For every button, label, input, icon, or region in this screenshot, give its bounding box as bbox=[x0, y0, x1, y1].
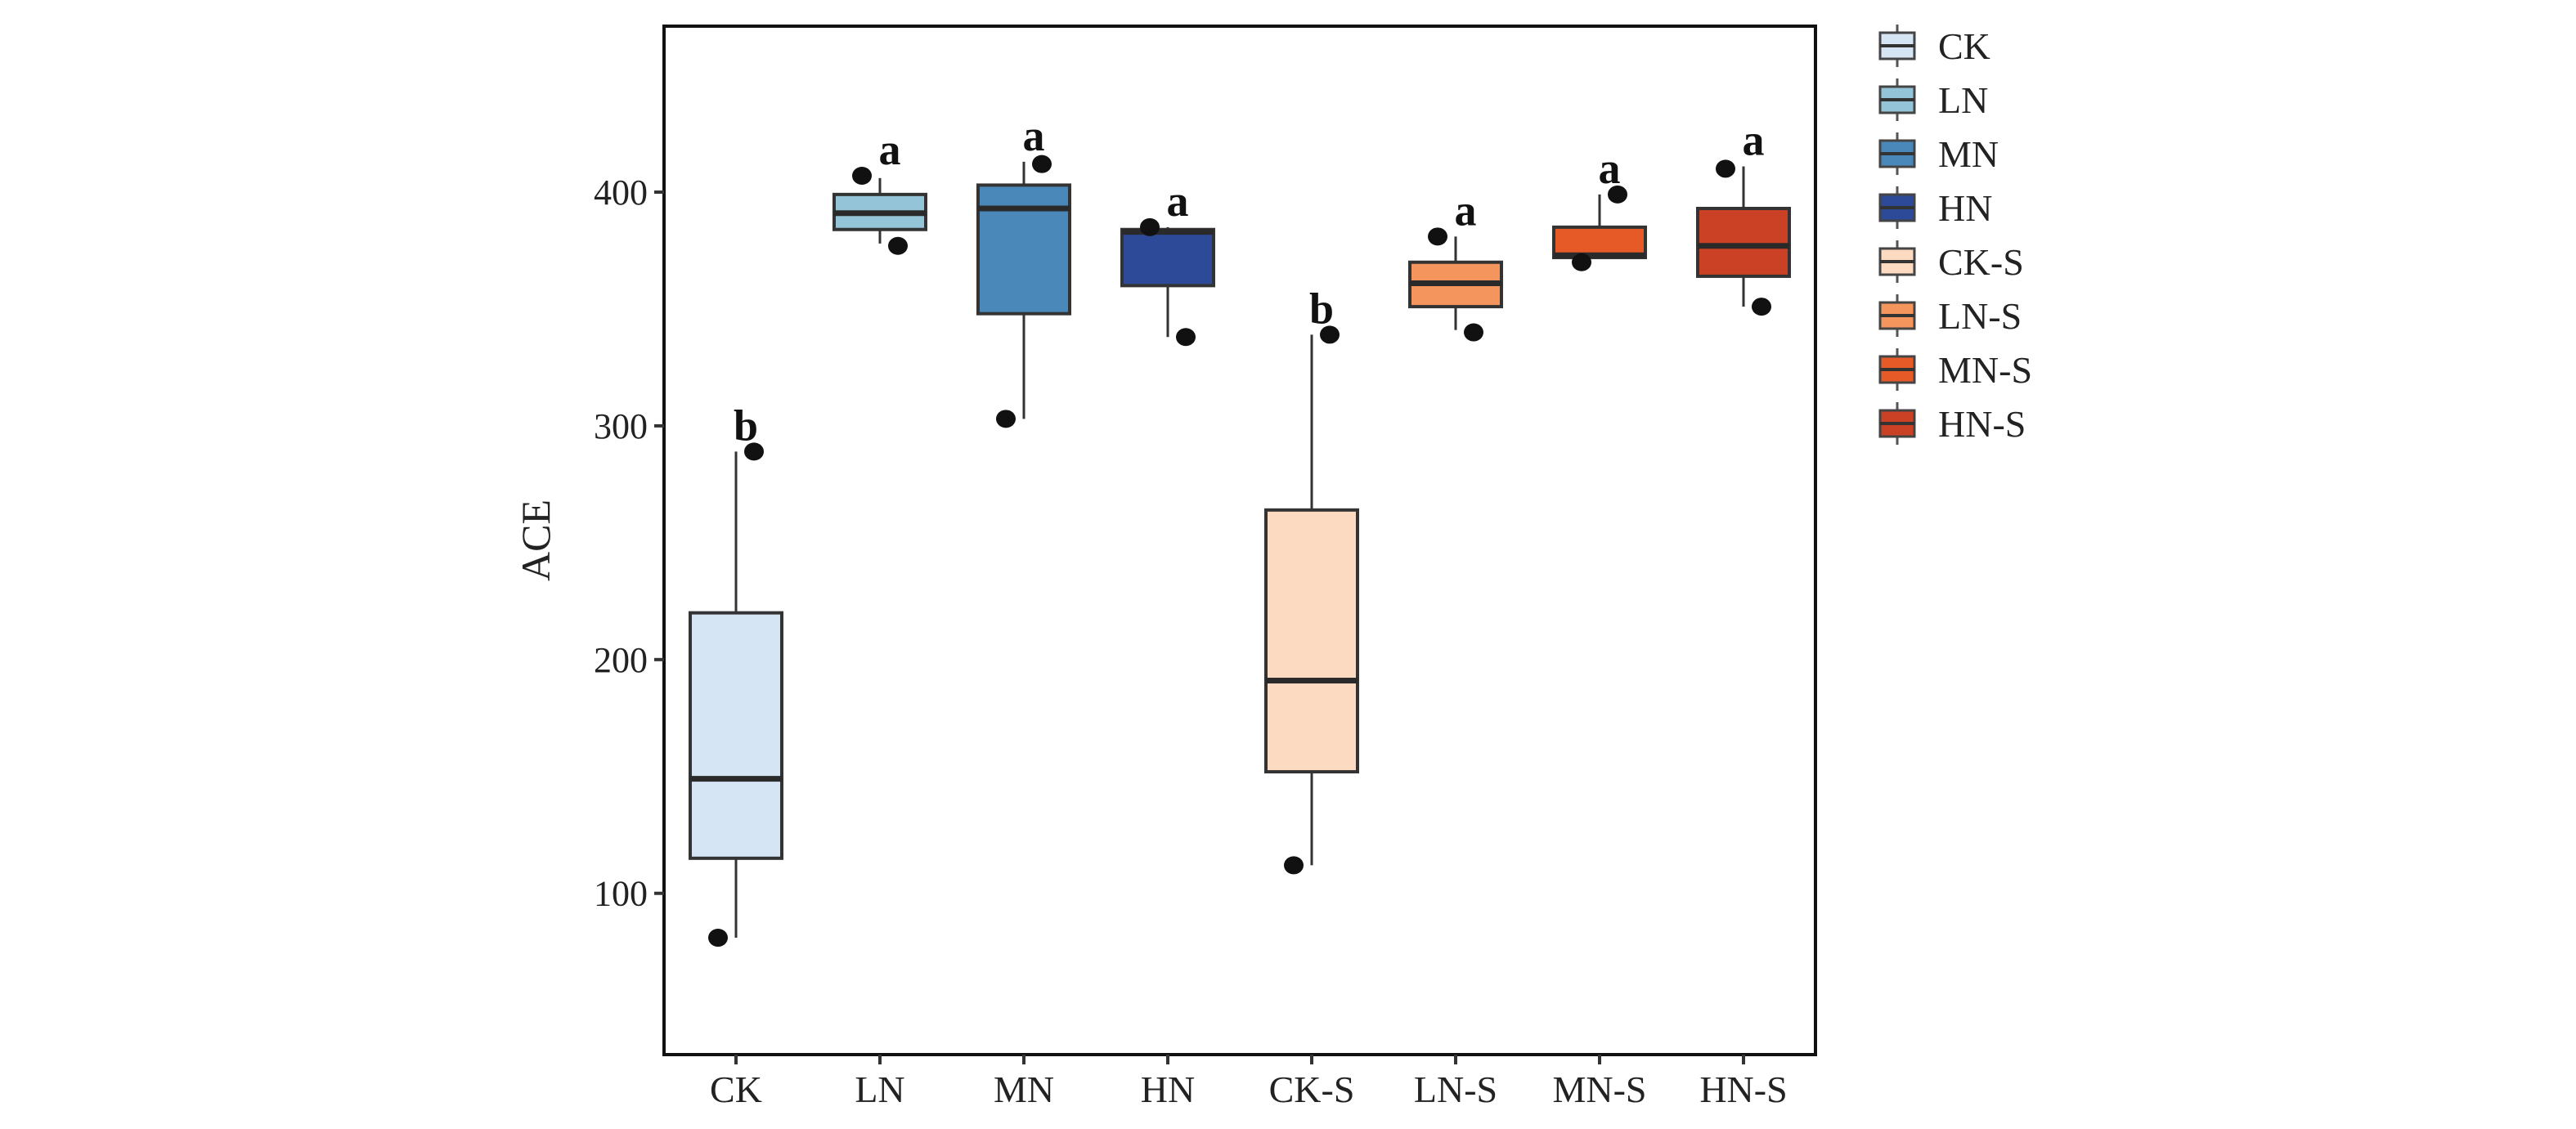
data-point bbox=[852, 166, 872, 185]
box-ln: a bbox=[832, 125, 927, 255]
x-tick-label: HN-S bbox=[1699, 1069, 1787, 1110]
legend-label: LN bbox=[1938, 79, 1988, 121]
box-iqr bbox=[689, 611, 783, 860]
box-hn: a bbox=[1120, 177, 1215, 347]
plot-frame bbox=[662, 25, 1817, 1056]
y-axis-label: ACE bbox=[513, 500, 559, 581]
legend-item-hn: HN bbox=[1878, 186, 1992, 229]
legend-label: HN-S bbox=[1938, 403, 2026, 445]
box-iqr bbox=[1120, 227, 1215, 288]
significance-letter: b bbox=[1309, 284, 1334, 333]
box-hn-s: a bbox=[1696, 116, 1791, 316]
x-tick-label: CK-S bbox=[1269, 1069, 1355, 1110]
data-point bbox=[1140, 217, 1160, 236]
legend-item-mn-s: MN-S bbox=[1878, 348, 2032, 391]
data-point bbox=[708, 929, 728, 948]
significance-letter: a bbox=[1743, 116, 1765, 165]
x-tick-label: HN bbox=[1141, 1069, 1195, 1110]
legend-label: HN bbox=[1938, 187, 1992, 229]
data-point bbox=[888, 236, 908, 255]
legend-label: MN-S bbox=[1938, 349, 2032, 391]
data-point bbox=[744, 442, 764, 461]
data-point bbox=[1428, 227, 1447, 246]
box-mn-s: a bbox=[1552, 144, 1647, 271]
box-iqr bbox=[1696, 207, 1791, 278]
legend-item-ln: LN bbox=[1878, 78, 1988, 121]
legend-label: LN-S bbox=[1938, 295, 2022, 337]
legend-label: CK-S bbox=[1938, 241, 2024, 283]
box-ck-s: b bbox=[1264, 284, 1359, 875]
significance-letter: a bbox=[1023, 111, 1045, 160]
y-tick-label: 400 bbox=[594, 172, 648, 213]
x-tick-label: MN-S bbox=[1552, 1069, 1646, 1110]
legend-label: MN bbox=[1938, 133, 1999, 175]
data-point bbox=[1752, 298, 1771, 316]
y-tick-label: 300 bbox=[594, 406, 648, 446]
data-point bbox=[1176, 328, 1196, 347]
data-point bbox=[1032, 155, 1052, 173]
legend-item-ck-s: CK-S bbox=[1878, 240, 2024, 283]
significance-letter: a bbox=[1167, 177, 1189, 226]
data-point bbox=[1464, 323, 1483, 342]
significance-letter: a bbox=[879, 125, 901, 174]
x-tick-label: MN bbox=[994, 1069, 1054, 1110]
box-iqr bbox=[1264, 508, 1359, 774]
significance-letter: b bbox=[734, 401, 758, 450]
x-tick-label: LN-S bbox=[1414, 1069, 1497, 1110]
data-point bbox=[1608, 185, 1627, 204]
data-point bbox=[1284, 856, 1304, 875]
legend-item-hn-s: HN-S bbox=[1878, 402, 2026, 445]
significance-letter: a bbox=[1455, 186, 1477, 235]
data-point bbox=[1716, 159, 1735, 178]
y-tick-label: 200 bbox=[594, 640, 648, 680]
y-tick-label: 100 bbox=[594, 874, 648, 914]
data-point bbox=[1320, 325, 1340, 344]
significance-letter: a bbox=[1599, 144, 1621, 193]
data-point bbox=[996, 410, 1016, 428]
data-point bbox=[1572, 253, 1591, 271]
x-tick-label: CK bbox=[710, 1069, 762, 1110]
box-ck: b bbox=[689, 401, 783, 948]
box-iqr bbox=[976, 183, 1071, 316]
legend-item-ck: CK bbox=[1878, 25, 1990, 67]
legend-item-ln-s: LN-S bbox=[1878, 294, 2022, 337]
box-ln-s: a bbox=[1408, 186, 1503, 342]
legend-item-mn: MN bbox=[1878, 132, 1999, 175]
legend-label: CK bbox=[1938, 25, 1990, 67]
box-mn: a bbox=[976, 111, 1071, 428]
x-tick-label: LN bbox=[855, 1069, 904, 1110]
